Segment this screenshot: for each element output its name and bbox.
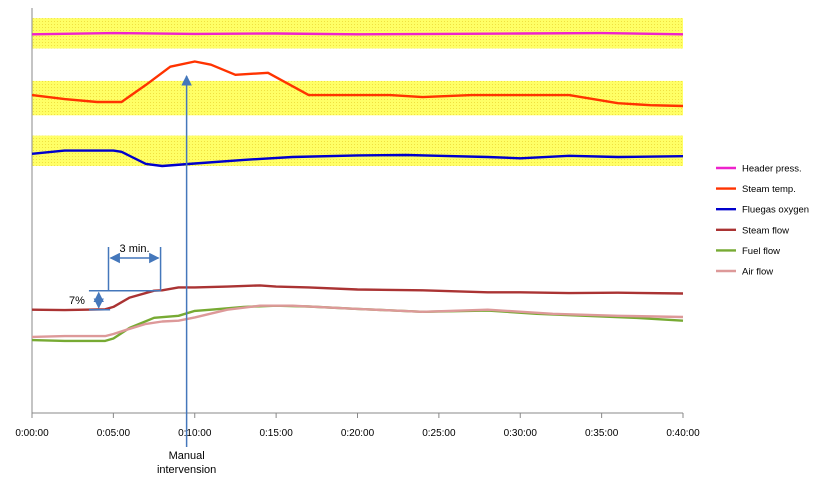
percent-change-label: 7% [69,295,85,307]
legend-label: Steam temp. [742,184,796,195]
x-axis-ticks: 0:00:00 0:05:00 0:10:00 0:15:00 0:20:00 0:25:… [15,413,700,439]
legend-label: Header press. [742,164,802,175]
series-line-4 [31,284,684,312]
x-tick-label: 0:35:00 [585,428,619,439]
tolerance-band-3 [32,135,683,166]
x-tick-label: 0:00:00 [15,428,49,439]
legend-label: Air flow [742,267,773,278]
series-line-3 [31,149,684,168]
legend-label: Fuel flow [742,246,780,257]
legend-item: Steam flow [716,225,789,236]
chart-legend: Header press. Steam temp. Fluegas oxygen St… [716,164,809,278]
tolerance-bands [32,18,683,166]
legend-item: Steam temp. [716,184,796,195]
series-line-5 [31,304,684,343]
x-tick-label: 0:10:00 [178,428,212,439]
x-tick-label: 0:25:00 [422,428,456,439]
series-line-1 [31,31,684,36]
legend-item: Air flow [716,267,773,278]
step-duration-label: 3 min. [120,243,150,255]
legend-item: Header press. [716,164,802,175]
tolerance-band-2 [32,80,683,116]
x-tick-label: 0:40:00 [666,428,700,439]
x-tick-label: 0:15:00 [259,428,293,439]
x-tick-label: 0:30:00 [504,428,538,439]
manual-intervention-label-line1: Manual [169,450,205,462]
manual-intervention-label-line2: intervension [157,464,216,476]
legend-label: Fluegas oxygen [742,205,809,216]
legend-item: Fuel flow [716,246,780,257]
series-line-2 [31,60,684,108]
x-tick-label: 0:05:00 [97,428,131,439]
series-lines [31,31,684,343]
series-line-6 [31,304,684,339]
annotations: 3 min. 7% Manual intervension [69,74,216,476]
chart-axes [31,8,683,414]
legend-label: Steam flow [742,225,789,236]
legend-item: Fluegas oxygen [716,205,809,216]
x-tick-label: 0:20:00 [341,428,375,439]
